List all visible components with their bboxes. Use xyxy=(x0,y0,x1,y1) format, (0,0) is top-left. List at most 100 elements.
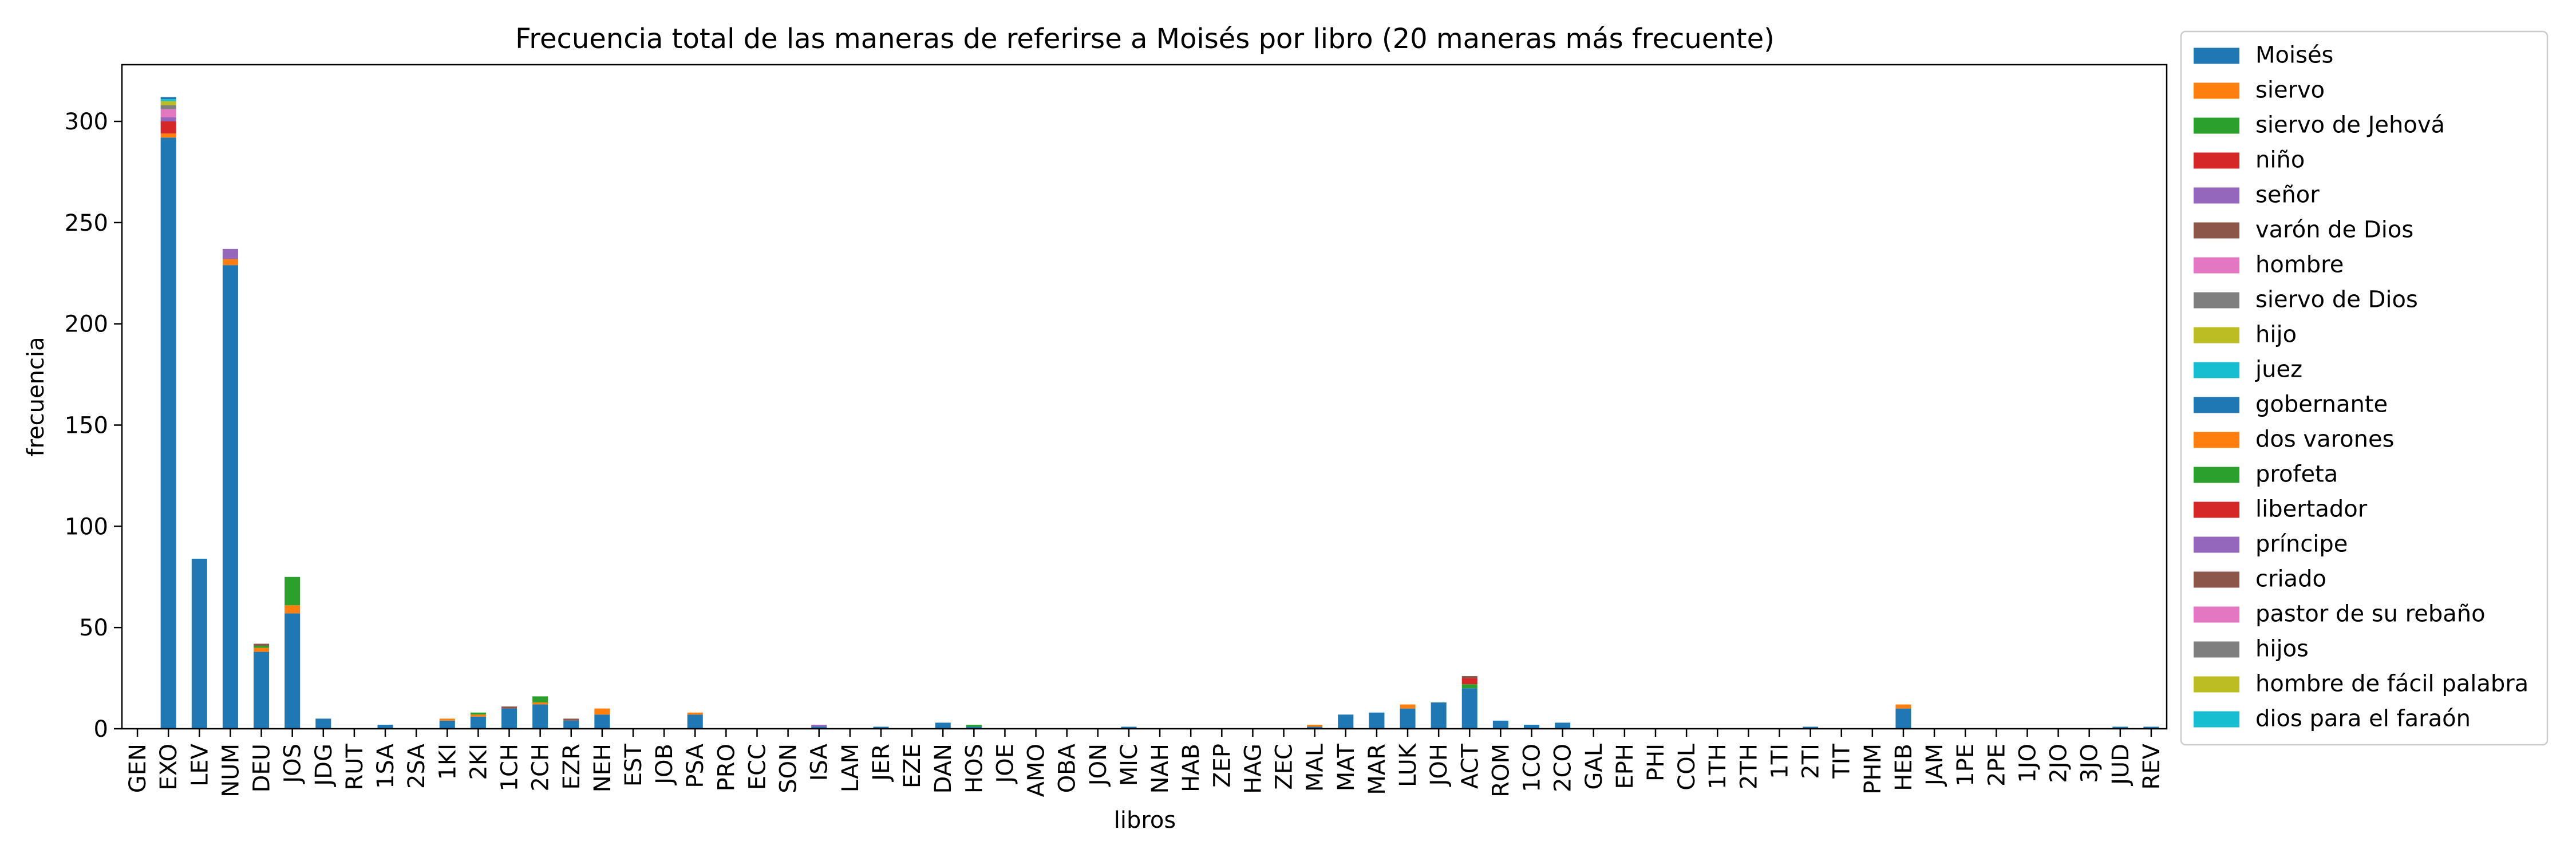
x-tick-label: 1JO xyxy=(2014,744,2041,783)
x-tick-label: DAN xyxy=(930,744,957,793)
bar-2CH-series-1 xyxy=(532,702,548,705)
x-tick-label: AMO xyxy=(1024,744,1050,797)
bars-layer xyxy=(160,97,2159,729)
bar-2CH-series-0 xyxy=(532,704,548,729)
legend-swatch xyxy=(2194,571,2239,588)
legend-swatch xyxy=(2194,711,2239,728)
bar-DEU-series-5 xyxy=(254,643,270,646)
x-tick-label: EXO xyxy=(156,744,182,791)
bar-EZR-series-5 xyxy=(563,718,579,721)
bar-ROM-series-0 xyxy=(1492,720,1508,729)
bar-EXO-series-0 xyxy=(160,137,176,729)
bar-NUM-series-4 xyxy=(222,248,238,259)
x-tick-label: LEV xyxy=(187,743,213,787)
legend-label: varón de Dios xyxy=(2255,217,2413,243)
bar-LUK-series-1 xyxy=(1400,704,1416,709)
x-tick-label: 2TH xyxy=(1736,744,1762,789)
bar-JOH-series-0 xyxy=(1431,702,1447,729)
legend-label: hombre xyxy=(2255,252,2344,278)
x-tick-label: 1PE xyxy=(1953,744,1979,787)
x-tick-label: MAT xyxy=(1333,743,1360,791)
x-tick-label: RUT xyxy=(342,743,368,790)
plot-frame xyxy=(121,64,2168,730)
legend-swatch xyxy=(2194,222,2239,239)
bar-1SA-series-0 xyxy=(377,724,393,729)
legend-swatch xyxy=(2194,152,2239,169)
bar-LEV-series-0 xyxy=(191,558,207,729)
legend-swatch xyxy=(2194,292,2239,309)
legend-swatch xyxy=(2194,327,2239,343)
x-tick-label: JON xyxy=(1085,744,1112,787)
x-tick-label: JOS xyxy=(280,744,306,785)
x-tick-label: NUM xyxy=(218,744,244,797)
y-tick-label: 250 xyxy=(65,210,108,236)
bar-EXO-series-1 xyxy=(160,133,176,138)
x-tick-label: TIT xyxy=(1829,743,1855,779)
bar-2CH-series-2 xyxy=(532,696,548,703)
y-tick-label: 300 xyxy=(65,109,108,135)
legend-swatch xyxy=(2194,117,2239,134)
x-tick-label: ACT xyxy=(1457,743,1483,789)
x-tick-label: JAM xyxy=(1922,744,1948,787)
x-tick-label: HEB xyxy=(1891,744,1917,791)
bar-HEB-series-1 xyxy=(1895,704,1911,709)
x-tick-label: 1TH xyxy=(1705,744,1731,789)
bar-PSA-series-1 xyxy=(687,712,703,715)
x-tick-label: ROM xyxy=(1488,744,1514,797)
bar-JOS-series-2 xyxy=(285,576,301,606)
legend-label: señor xyxy=(2255,182,2320,208)
x-tick-label: 2TI xyxy=(1798,744,1824,779)
legend-swatch xyxy=(2194,82,2239,99)
legend-label: príncipe xyxy=(2255,531,2348,558)
bar-EXO-series-4 xyxy=(160,117,176,122)
x-axis: GEN EXO LEV NUM DEU JOS JDG RUT 1SA 2SA 1KI 2KI 1CH 2… xyxy=(125,729,2165,797)
legend-swatch xyxy=(2194,606,2239,623)
x-tick-label: 2SA xyxy=(404,743,430,789)
bar-EXO-series-10 xyxy=(160,97,176,100)
x-tick-label: PSA xyxy=(682,743,709,788)
legend-label: Moisés xyxy=(2255,42,2333,69)
x-tick-label: JDG xyxy=(311,744,337,788)
x-tick-label: EPH xyxy=(1612,744,1638,789)
bar-1KI-series-0 xyxy=(439,720,455,729)
x-tick-label: REV xyxy=(2139,743,2165,789)
x-tick-label: SON xyxy=(776,744,802,793)
x-tick-label: PHM xyxy=(1860,744,1886,795)
chart-title: Frecuencia total de las maneras de refer… xyxy=(515,23,1775,55)
legend-swatch xyxy=(2194,467,2239,483)
bar-EZR-series-0 xyxy=(563,720,579,729)
bar-NUM-series-1 xyxy=(222,259,238,266)
legend-label: profeta xyxy=(2255,461,2338,488)
bar-2TI-series-0 xyxy=(1803,726,1819,729)
x-tick-label: 2PE xyxy=(1984,744,2010,787)
bar-MAL-series-0 xyxy=(1307,726,1323,729)
bar-JER-series-0 xyxy=(873,726,889,729)
x-tick-label: OBA xyxy=(1054,743,1081,793)
bar-2KI-series-2 xyxy=(470,712,486,715)
bar-HOS-series-0 xyxy=(966,726,982,729)
x-tick-label: MAR xyxy=(1364,744,1390,795)
legend-swatch xyxy=(2194,536,2239,553)
bar-MAT-series-0 xyxy=(1338,714,1354,729)
bar-HOS-series-2 xyxy=(966,724,982,727)
bar-HEB-series-0 xyxy=(1895,708,1911,729)
legend-swatch xyxy=(2194,641,2239,658)
x-tick-label: EZE xyxy=(899,744,926,788)
bar-EXO-series-8 xyxy=(160,101,176,105)
x-tick-label: ISA xyxy=(807,743,833,781)
bar-1CH-series-0 xyxy=(501,708,517,729)
legend-box xyxy=(2180,30,2549,746)
x-tick-label: HAB xyxy=(1178,744,1204,792)
legend-label: criado xyxy=(2255,566,2326,593)
bar-2KI-series-1 xyxy=(470,714,486,717)
x-tick-label: HAG xyxy=(1240,744,1266,794)
x-tick-label: JUD xyxy=(2108,744,2134,787)
x-tick-label: GEN xyxy=(125,744,151,793)
legend-swatch xyxy=(2194,432,2239,448)
legend-swatch xyxy=(2194,48,2239,64)
bar-EXO-series-9 xyxy=(160,99,176,101)
bar-JUD-series-0 xyxy=(2112,726,2128,729)
x-tick-label: 1CO xyxy=(1519,744,1546,792)
